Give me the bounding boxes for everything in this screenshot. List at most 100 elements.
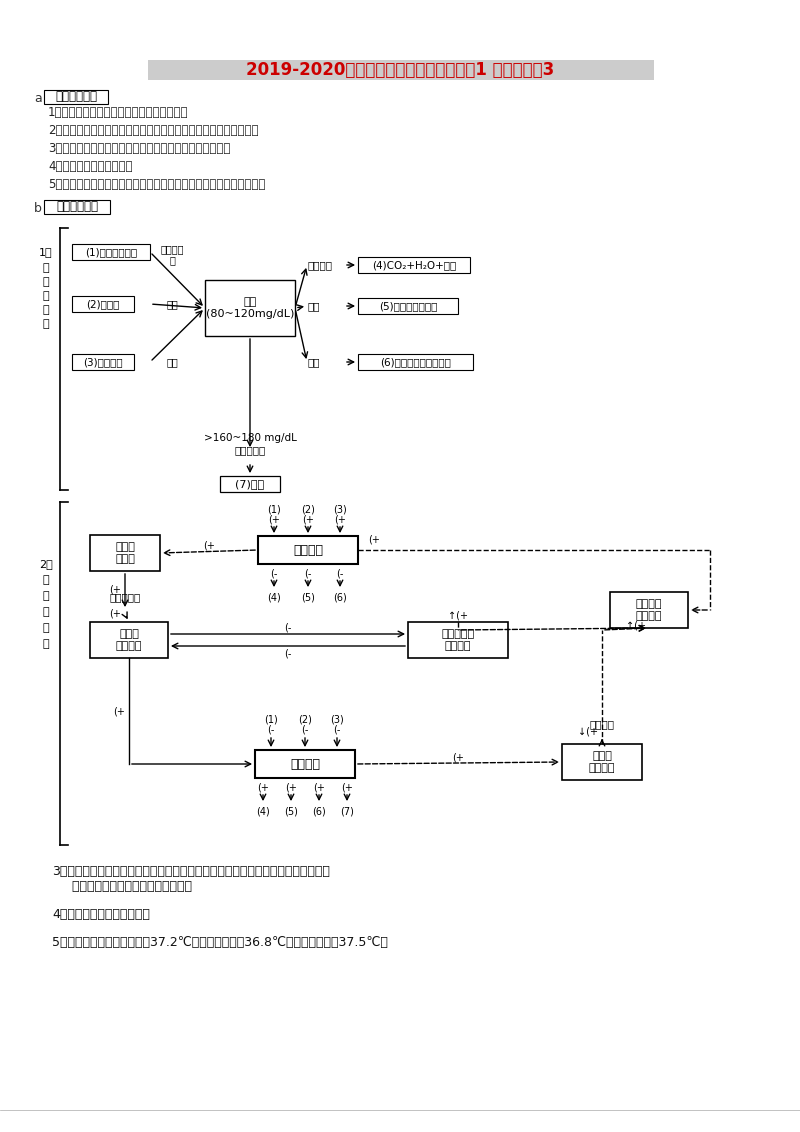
Text: 氧化分解: 氧化分解 xyxy=(308,260,333,271)
Text: (-: (- xyxy=(302,724,309,735)
FancyBboxPatch shape xyxy=(255,751,355,778)
Text: (7): (7) xyxy=(340,806,354,816)
Text: >160~180 mg/dL: >160~180 mg/dL xyxy=(203,434,297,443)
Text: (-: (- xyxy=(334,724,341,735)
Text: (+: (+ xyxy=(453,752,465,762)
Text: (7)尿糖: (7)尿糖 xyxy=(235,479,265,489)
Text: 衡: 衡 xyxy=(42,319,50,329)
Text: (-: (- xyxy=(336,568,344,578)
Text: (4): (4) xyxy=(256,806,270,816)
Text: (4)CO₂+H₂O+能量: (4)CO₂+H₂O+能量 xyxy=(372,260,456,271)
Text: (1)食物中的糖类: (1)食物中的糖类 xyxy=(85,247,137,257)
Text: (+: (+ xyxy=(109,609,121,619)
Text: 5、通过对血糖调节的理解，能够分析一些糖代谢紊乱所导致的疾病。: 5、通过对血糖调节的理解，能够分析一些糖代谢紊乱所导致的疾病。 xyxy=(48,179,266,191)
Text: 5、体温的测定：口腔温度（37.2℃）、腋窝温度（36.8℃）、直肠温度（37.5℃）: 5、体温的测定：口腔温度（37.2℃）、腋窝温度（36.8℃）、直肠温度（37.… xyxy=(52,936,388,949)
Text: 转变: 转变 xyxy=(308,357,321,367)
Text: （肾糖阈）: （肾糖阈） xyxy=(234,445,266,455)
Text: 下丘脑
某区域: 下丘脑 某区域 xyxy=(115,542,135,564)
Text: 2、: 2、 xyxy=(39,559,53,569)
Text: (-: (- xyxy=(304,568,312,578)
Text: (6)脂肪、某些氨基酸等: (6)脂肪、某些氨基酸等 xyxy=(380,357,451,367)
Text: 2、识记：血糖的调节过程中两种激素的作用、人体不同部位的体温: 2、识记：血糖的调节过程中两种激素的作用、人体不同部位的体温 xyxy=(48,125,258,137)
FancyBboxPatch shape xyxy=(358,298,458,314)
Text: 血糖升高: 血糖升高 xyxy=(293,543,323,557)
Text: 合成: 合成 xyxy=(308,301,321,311)
FancyBboxPatch shape xyxy=(72,354,134,370)
FancyBboxPatch shape xyxy=(205,280,295,336)
Text: (+: (+ xyxy=(302,515,314,525)
Text: 收: 收 xyxy=(169,255,175,265)
FancyBboxPatch shape xyxy=(258,535,358,564)
Text: 节: 节 xyxy=(42,638,50,649)
Text: (+: (+ xyxy=(313,782,325,792)
Text: 肾上腺素
分泌增加: 肾上腺素 分泌增加 xyxy=(636,599,662,620)
Text: (1): (1) xyxy=(264,715,278,724)
Text: (6): (6) xyxy=(333,592,347,602)
Text: 胰高血糖素
分泌增加: 胰高血糖素 分泌增加 xyxy=(442,629,474,651)
FancyBboxPatch shape xyxy=(90,535,160,571)
Text: (+: (+ xyxy=(368,535,380,544)
Text: 消化、吸: 消化、吸 xyxy=(160,245,184,254)
Text: 转化: 转化 xyxy=(166,357,178,367)
Text: 4、人的体温：指人体的温度: 4、人的体温：指人体的温度 xyxy=(52,908,150,921)
Text: 血糖
(80~120mg/dL): 血糖 (80~120mg/dL) xyxy=(206,298,294,319)
Text: 的: 的 xyxy=(42,291,50,301)
Text: 考点复习目标: 考点复习目标 xyxy=(55,91,97,103)
FancyBboxPatch shape xyxy=(72,245,150,260)
Text: 4、应用：糖尿病及其防治: 4、应用：糖尿病及其防治 xyxy=(48,161,133,173)
Text: (1): (1) xyxy=(267,505,281,515)
Text: (+: (+ xyxy=(285,782,297,792)
FancyBboxPatch shape xyxy=(220,475,280,492)
Text: ↑(+: ↑(+ xyxy=(448,611,468,621)
Text: (+: (+ xyxy=(341,782,353,792)
Text: 分解: 分解 xyxy=(166,299,178,309)
Text: (+: (+ xyxy=(268,515,280,525)
Text: 胰岛素
分泌增加: 胰岛素 分泌增加 xyxy=(116,629,142,651)
Text: 的: 的 xyxy=(42,607,50,617)
Text: 下丘脑
另一区域: 下丘脑 另一区域 xyxy=(589,752,615,773)
Text: (+: (+ xyxy=(203,541,215,551)
Text: (5): (5) xyxy=(284,806,298,816)
Text: 血糖降低: 血糖降低 xyxy=(290,757,320,771)
FancyBboxPatch shape xyxy=(90,621,168,658)
Text: (-: (- xyxy=(267,724,274,735)
Text: (2)肝糖元: (2)肝糖元 xyxy=(86,299,120,309)
Text: 糖: 糖 xyxy=(42,277,50,288)
Text: 1、知道：糖类是能量物质、人体的正常体温: 1、知道：糖类是能量物质、人体的正常体温 xyxy=(48,106,189,120)
Text: (3)非糖物质: (3)非糖物质 xyxy=(83,357,123,367)
Text: (+: (+ xyxy=(334,515,346,525)
Text: 1、: 1、 xyxy=(39,247,53,257)
Text: 血: 血 xyxy=(42,575,50,585)
FancyBboxPatch shape xyxy=(358,354,473,370)
Text: 知识要点提纲: 知识要点提纲 xyxy=(56,200,98,214)
FancyBboxPatch shape xyxy=(44,200,110,214)
FancyBboxPatch shape xyxy=(408,621,508,658)
Text: (-: (- xyxy=(284,621,292,632)
Text: (4): (4) xyxy=(267,592,281,602)
Text: (3): (3) xyxy=(330,715,344,724)
FancyBboxPatch shape xyxy=(44,91,108,104)
Text: a: a xyxy=(34,92,42,104)
Text: 3、理解：血糖调节的过程和意义、体温调节的过程和意义: 3、理解：血糖调节的过程和意义、体温调节的过程和意义 xyxy=(48,143,230,155)
FancyBboxPatch shape xyxy=(358,257,470,273)
Text: 调: 调 xyxy=(42,623,50,633)
Text: (5): (5) xyxy=(301,592,315,602)
Text: 糖: 糖 xyxy=(42,591,50,601)
Text: (+: (+ xyxy=(257,782,269,792)
FancyBboxPatch shape xyxy=(562,744,642,780)
Text: (-: (- xyxy=(270,568,278,578)
Text: b: b xyxy=(34,201,42,214)
Text: (+: (+ xyxy=(109,585,121,595)
Text: (6): (6) xyxy=(312,806,326,816)
Text: ↑(+: ↑(+ xyxy=(626,621,646,631)
Text: ↓(+: ↓(+ xyxy=(578,727,598,737)
FancyBboxPatch shape xyxy=(610,592,688,628)
Text: (5)肝糖元、肌糖元: (5)肝糖元、肌糖元 xyxy=(379,301,437,311)
Text: (3): (3) xyxy=(333,505,347,515)
Text: 血: 血 xyxy=(42,263,50,273)
Text: 2019-2020年高中生物《血糖调节》教案1 中图版必修3: 2019-2020年高中生物《血糖调节》教案1 中图版必修3 xyxy=(246,61,554,79)
Text: 平: 平 xyxy=(42,305,50,315)
Text: (2): (2) xyxy=(298,715,312,724)
Text: 副交感神经: 副交感神经 xyxy=(110,592,141,602)
FancyBboxPatch shape xyxy=(148,60,654,80)
